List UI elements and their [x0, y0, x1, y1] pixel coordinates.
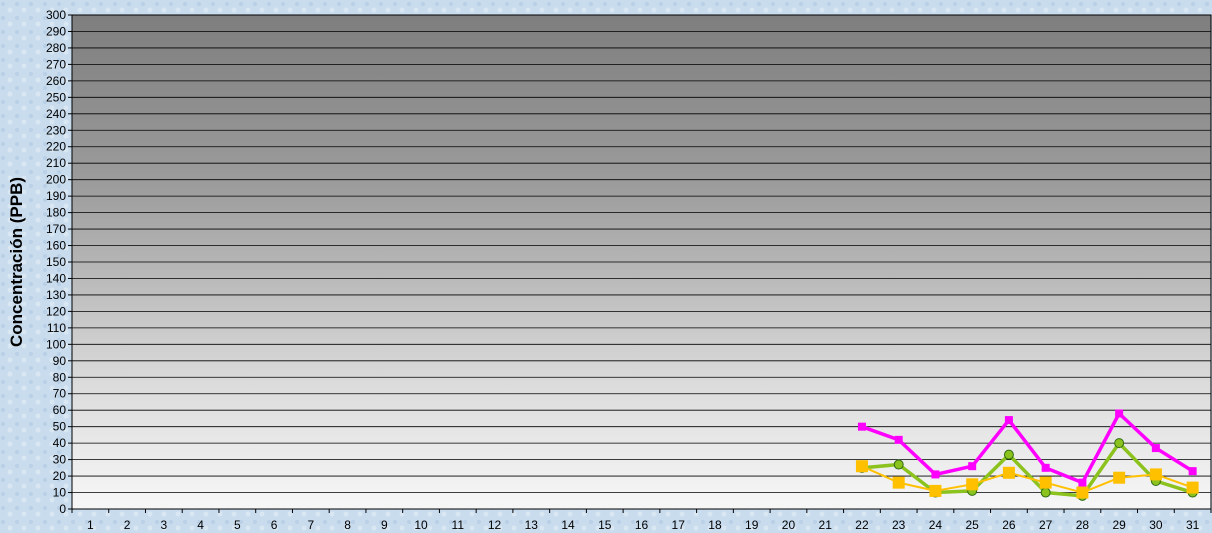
data-point: [968, 462, 977, 471]
y-tick-label: 0: [59, 502, 66, 516]
x-tick-label: 16: [635, 518, 649, 532]
data-point: [929, 484, 942, 497]
y-tick-label: 250: [46, 90, 66, 104]
y-tick-label: 40: [53, 436, 67, 450]
x-tick-label: 10: [414, 518, 428, 532]
x-tick-label: 15: [598, 518, 612, 532]
y-tick-label: 20: [53, 469, 67, 483]
y-tick-label: 30: [53, 453, 67, 467]
x-tick-label: 7: [307, 518, 314, 532]
x-tick-label: 12: [488, 518, 502, 532]
x-tick-label: 13: [525, 518, 539, 532]
x-tick-label: 30: [1149, 518, 1163, 532]
data-point: [893, 459, 904, 470]
y-tick-label: 210: [46, 156, 66, 170]
series-line: [861, 411, 1194, 485]
x-tick-label: 8: [344, 518, 351, 532]
y-tick-label: 110: [47, 321, 66, 335]
x-tick-label: 5: [234, 518, 241, 532]
x-tick-label: 21: [819, 518, 833, 532]
y-axis-label: Concentración (PPB): [7, 177, 26, 347]
series-3: [855, 460, 1199, 499]
data-point: [1040, 487, 1051, 498]
series-line: [861, 465, 1193, 494]
y-tick-label: 10: [53, 486, 67, 500]
x-tick-label: 3: [161, 518, 168, 532]
x-tick-label: 23: [892, 518, 906, 532]
data-point: [1186, 481, 1199, 494]
y-tick-label: 260: [46, 74, 66, 88]
x-tick-label: 18: [708, 518, 722, 532]
y-tick-label: 130: [46, 288, 66, 302]
x-tick-label: 28: [1076, 518, 1090, 532]
y-tick-label: 270: [46, 57, 66, 71]
x-tick-label: 9: [381, 518, 388, 532]
x-tick-label: 29: [1112, 518, 1126, 532]
y-tick-label: 220: [46, 140, 66, 154]
data-point: [1002, 466, 1015, 479]
x-tick-label: 11: [452, 518, 465, 532]
y-tick-label: 170: [46, 222, 66, 236]
y-tick-label: 150: [46, 255, 66, 269]
x-tick-label: 6: [271, 518, 278, 532]
data-point: [1114, 438, 1125, 449]
x-tick-label: 31: [1186, 518, 1200, 532]
data-point: [1076, 486, 1089, 499]
data-point: [1078, 478, 1087, 487]
data-point: [1115, 409, 1124, 418]
y-tick-label: 160: [46, 239, 66, 253]
series-line: [861, 441, 1194, 498]
y-tick-label: 60: [53, 403, 67, 417]
data-point: [1003, 449, 1014, 460]
y-tick-label: 70: [53, 387, 67, 401]
y-tick-label: 50: [53, 420, 67, 434]
x-axis-ticks: 1 2 3 4 5 6 7 8 9 10 11 12 13 14 15 16 17 18 19 20 21 22 23 24 2…: [71, 509, 1212, 532]
data-point: [931, 470, 940, 479]
y-tick-label: 290: [46, 24, 66, 38]
x-tick-label: 22: [855, 518, 869, 532]
data-point: [1004, 416, 1013, 425]
x-tick-label: 25: [965, 518, 979, 532]
x-tick-label: 1: [87, 518, 94, 532]
x-tick-label: 2: [124, 518, 131, 532]
y-tick-label: 80: [53, 370, 67, 384]
y-tick-label: 240: [46, 107, 66, 121]
x-tick-label: 17: [672, 518, 686, 532]
y-tick-label: 90: [53, 354, 67, 368]
x-tick-label: 4: [197, 518, 204, 532]
data-point: [966, 478, 979, 491]
data-point: [1149, 468, 1162, 481]
x-tick-label: 24: [929, 518, 943, 532]
data-point: [894, 435, 903, 444]
data-point: [1188, 467, 1197, 476]
x-tick-label: 20: [782, 518, 796, 532]
data-point: [1039, 476, 1052, 489]
data-point: [1113, 471, 1126, 484]
y-tick-label: 120: [46, 304, 66, 318]
y-tick-label: 200: [46, 173, 66, 187]
y-tick-label: 180: [46, 206, 66, 220]
y-tick-label: 300: [46, 8, 66, 22]
x-tick-label: 19: [745, 518, 759, 532]
data-point: [857, 422, 866, 431]
series-1: [857, 409, 1197, 487]
y-tick-label: 100: [46, 337, 66, 351]
y-tick-label: 280: [46, 41, 66, 55]
y-axis-ticks: 0 10 20 30 40 50 60 70 80 90 100 110 120 130 140 150 160…: [46, 8, 72, 516]
series-layer: [855, 409, 1199, 501]
y-tick-label: 230: [46, 123, 66, 137]
x-tick-label: 26: [1002, 518, 1016, 532]
data-point: [892, 476, 905, 489]
y-tick-label: 190: [46, 189, 66, 203]
y-tick-label: 140: [46, 271, 66, 285]
data-point: [1041, 463, 1050, 472]
gridlines: [72, 14, 1211, 510]
x-tick-label: 14: [561, 518, 575, 532]
data-point: [1151, 444, 1160, 453]
data-point: [855, 460, 868, 473]
x-tick-label: 27: [1039, 518, 1053, 532]
